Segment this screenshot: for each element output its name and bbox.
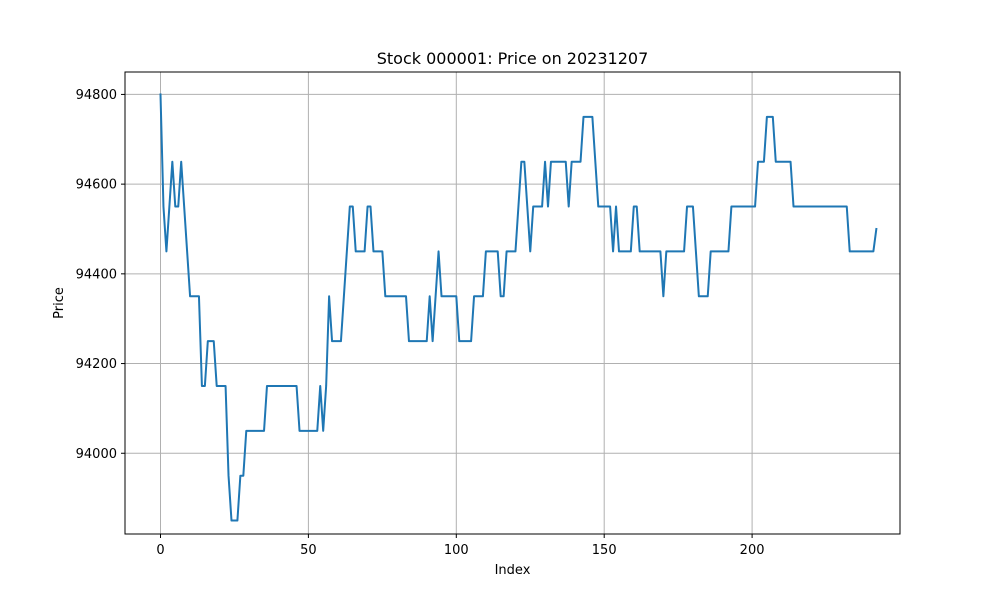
y-axis-label: Price bbox=[52, 287, 67, 319]
x-axis-label: Index bbox=[495, 563, 531, 578]
x-tick-label: 100 bbox=[444, 543, 469, 558]
tick-layer: 0 50 100 150 200 94000 94200 94400 94600 94800 bbox=[76, 88, 765, 558]
y-tick-label: 94000 bbox=[76, 447, 117, 462]
y-tick-label: 94800 bbox=[76, 88, 117, 103]
y-tick-label: 94600 bbox=[76, 178, 117, 193]
x-tick-label: 150 bbox=[592, 543, 617, 558]
series-line-layer bbox=[159, 93, 878, 522]
grid-layer bbox=[125, 72, 900, 534]
x-tick-label: 200 bbox=[740, 543, 765, 558]
x-tick-label: 0 bbox=[156, 543, 164, 558]
x-tick-label: 50 bbox=[300, 543, 317, 558]
series-line bbox=[159, 93, 878, 522]
y-tick-label: 94200 bbox=[76, 357, 117, 372]
plot-frame bbox=[124, 71, 901, 535]
y-tick-label: 94400 bbox=[76, 267, 117, 282]
chart-title: Stock 000001: Price on 20231207 bbox=[377, 49, 649, 68]
